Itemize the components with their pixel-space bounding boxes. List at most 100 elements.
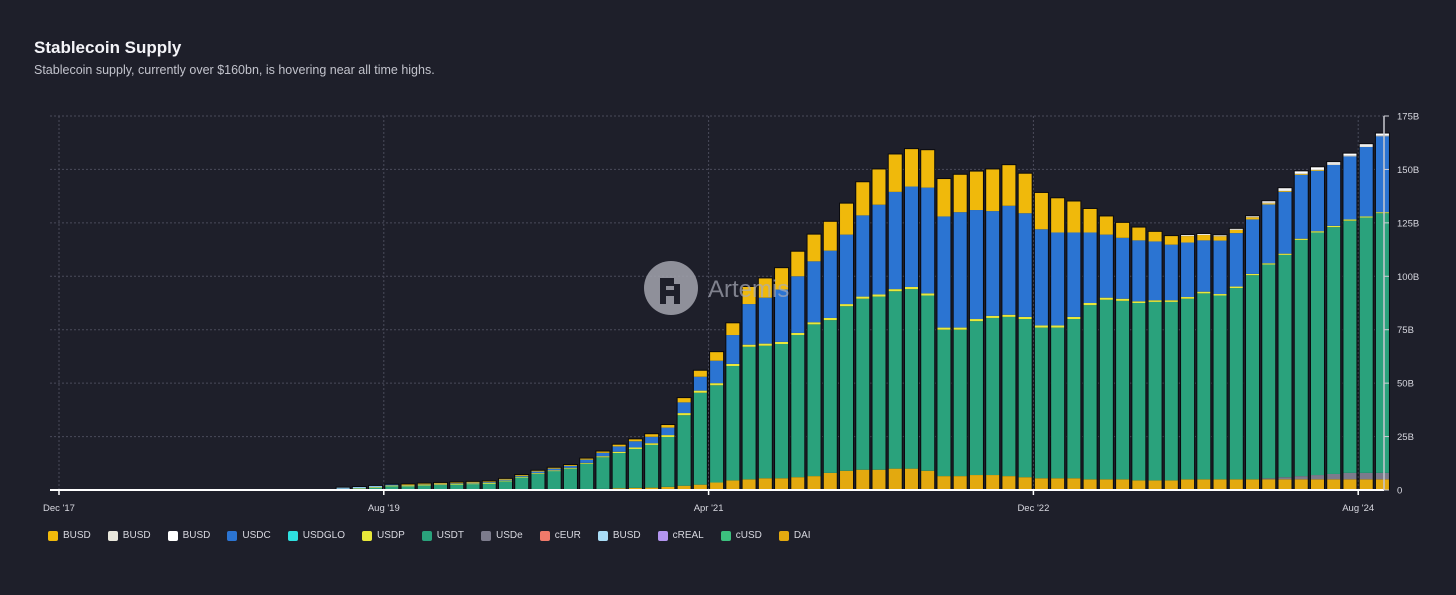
legend-item-usdglo[interactable]: USDGLO	[287, 530, 345, 541]
bar-stack[interactable]	[1163, 235, 1179, 490]
legend-item-busd[interactable]: BUSD	[48, 530, 91, 541]
bar-stack[interactable]	[1001, 164, 1017, 490]
bar-stack[interactable]	[1342, 152, 1358, 490]
bar-stack[interactable]	[757, 277, 773, 490]
bar-segment-dai	[1116, 479, 1130, 490]
legend-item-busd[interactable]: BUSD	[167, 530, 210, 541]
bar-segment-usdc	[1375, 136, 1389, 213]
bar-stack[interactable]	[530, 469, 546, 491]
bar-stack[interactable]	[1131, 226, 1147, 491]
bar-segment-usdc	[612, 446, 626, 452]
bar-segment-dai	[710, 482, 724, 490]
bar-stack[interactable]	[1374, 132, 1390, 490]
bar-stack[interactable]	[692, 369, 708, 490]
bar-stack[interactable]	[1358, 143, 1374, 491]
bar-stack[interactable]	[1066, 200, 1082, 490]
bar-segment-busd	[547, 467, 561, 469]
bar-stack[interactable]	[546, 466, 562, 491]
bar-stack[interactable]	[806, 233, 822, 490]
bar-segment-busd	[466, 481, 480, 483]
bar-stack[interactable]	[774, 267, 790, 490]
bar-stack[interactable]	[790, 250, 806, 490]
bar-stack[interactable]	[1147, 230, 1163, 491]
bar-segment-usdt	[710, 385, 724, 483]
bar-stack[interactable]	[871, 168, 887, 490]
bar-segment-usdp	[888, 289, 902, 292]
bar-segment-usdt	[434, 484, 448, 490]
bar-stack[interactable]	[855, 181, 871, 490]
bar-segment-usdp	[1018, 316, 1032, 320]
bar-stack[interactable]	[968, 170, 984, 490]
bar-stack[interactable]	[1245, 215, 1261, 490]
bar-stack[interactable]	[985, 168, 1001, 490]
bar-stack[interactable]	[562, 463, 578, 491]
bar-stack[interactable]	[611, 443, 627, 490]
bar-stack[interactable]	[1196, 232, 1212, 491]
bar-segment-busd	[645, 434, 659, 437]
bar-stack[interactable]	[1277, 187, 1293, 491]
bar-stack[interactable]	[1309, 166, 1325, 490]
bar-stack[interactable]	[725, 322, 741, 490]
bar-segment-usdc	[1229, 233, 1243, 287]
legend-item-ceur[interactable]: cEUR	[539, 530, 581, 541]
bar-stack[interactable]	[936, 178, 952, 490]
legend-item-cusd[interactable]: cUSD	[720, 530, 762, 541]
bar-stack[interactable]	[903, 148, 919, 490]
bar-segment-usdp	[1213, 294, 1227, 296]
bar-stack[interactable]	[1017, 172, 1033, 490]
bar-stack[interactable]	[676, 397, 692, 490]
bar-stack[interactable]	[595, 450, 611, 490]
bar-stack[interactable]	[1115, 221, 1131, 490]
bar-segment-busd	[1116, 222, 1130, 238]
bar-segment-usdp	[904, 286, 918, 290]
bar-stack[interactable]	[627, 438, 643, 490]
bar-stack[interactable]	[1228, 227, 1244, 491]
bar-segment-busd	[1278, 188, 1292, 190]
bar-segment-dai	[1197, 479, 1211, 490]
bar-stack[interactable]	[1082, 207, 1098, 491]
legend-label: USDe	[496, 530, 523, 541]
bar-stack[interactable]	[514, 474, 530, 491]
bar-stack[interactable]	[709, 351, 725, 490]
bar-segment-dai	[628, 487, 642, 490]
bar-stack[interactable]	[887, 153, 903, 490]
bar-stack[interactable]	[497, 477, 513, 491]
bar-segment-usdp	[498, 480, 512, 482]
bar-stack[interactable]	[1180, 234, 1196, 490]
legend-item-usdt[interactable]: USDT	[421, 530, 464, 541]
bar-stack[interactable]	[1326, 161, 1342, 490]
bar-segment-usdc	[1164, 244, 1178, 301]
bar-stack[interactable]	[839, 202, 855, 490]
bar-segment-usdc	[726, 335, 740, 364]
bar-segment-busd	[1294, 173, 1308, 175]
bar-segment-usdt	[726, 366, 740, 481]
bar-segment-usdp	[1375, 212, 1389, 214]
legend-item-usde[interactable]: USDe	[481, 530, 523, 541]
bar-segment-usdp	[645, 443, 659, 445]
bar-stack[interactable]	[579, 457, 595, 491]
bar-stack[interactable]	[1293, 170, 1309, 491]
bar-stack[interactable]	[1261, 200, 1277, 490]
bar-stack[interactable]	[952, 173, 968, 490]
legend-item-usdc[interactable]: USDC	[227, 530, 271, 541]
bar-segment-busd	[758, 278, 772, 298]
legend-item-dai[interactable]: DAI	[778, 530, 811, 541]
bar-stack[interactable]	[1050, 197, 1066, 490]
legend-swatch	[481, 530, 491, 541]
bar-stack[interactable]	[644, 433, 660, 490]
legend-item-busd[interactable]: BUSD	[107, 530, 151, 541]
bar-stack[interactable]	[1098, 215, 1114, 490]
legend-item-busd[interactable]: BUSD	[597, 530, 641, 541]
bar-stack[interactable]	[1033, 191, 1049, 491]
bar-stack[interactable]	[741, 285, 757, 490]
legend-item-creal[interactable]: cREAL	[657, 530, 704, 541]
bar-stack[interactable]	[660, 424, 676, 490]
bar-stack[interactable]	[1212, 234, 1228, 490]
bar-segment-dai	[1229, 479, 1243, 490]
bar-stack[interactable]	[920, 149, 936, 491]
bar-segment-usdc	[1148, 241, 1162, 301]
bar-segment-usdp	[596, 456, 610, 458]
bar-segment-busd	[450, 482, 464, 484]
legend-item-usdp[interactable]: USDP	[361, 530, 405, 541]
bar-stack[interactable]	[822, 220, 838, 490]
